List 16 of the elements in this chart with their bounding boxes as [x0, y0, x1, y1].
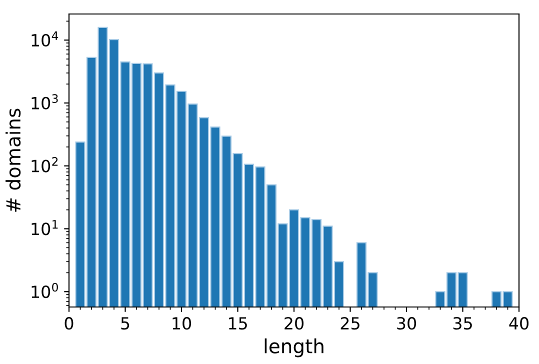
x-axis-title: length: [264, 338, 324, 358]
x-tick-label: 10: [172, 317, 191, 330]
x-tick-label: 20: [284, 317, 304, 330]
x-tick-label: 0: [64, 317, 74, 330]
y-tick-label: 10$^{4}$: [32, 31, 58, 47]
x-tick-label: 40: [509, 317, 528, 330]
y-axis-title: # domains: [6, 108, 21, 212]
y-tick-label: 10$^{1}$: [32, 220, 58, 236]
y-tick-label: 10$^{2}$: [32, 157, 58, 172]
y-tick-label: 10$^{0}$: [32, 282, 58, 298]
y-tick-label: 10$^{3}$: [32, 94, 58, 110]
x-tick-label: 25: [340, 317, 360, 330]
x-tick-label: 5: [121, 317, 130, 330]
x-tick-label: 30: [397, 317, 416, 330]
x-tick-label: 15: [228, 317, 247, 330]
x-tick-label: 35: [453, 317, 472, 330]
